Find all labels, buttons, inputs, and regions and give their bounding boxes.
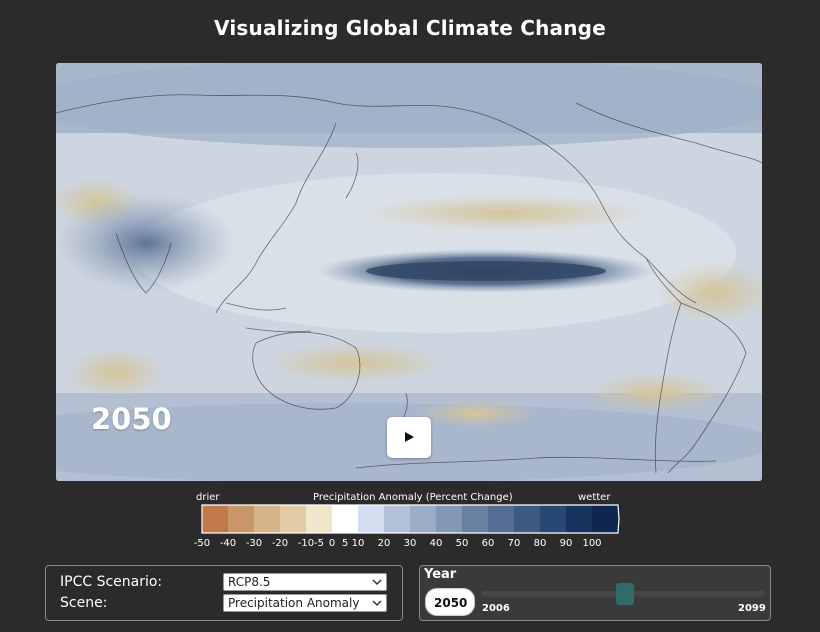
legend-swatch <box>514 505 540 533</box>
legend-swatch <box>228 505 254 533</box>
legend-tick-label: 60 <box>481 538 495 549</box>
scenario-select-value: RCP8.5 <box>228 575 271 589</box>
legend-tick-label: 100 <box>582 538 602 549</box>
legend-swatch <box>280 505 306 533</box>
legend-tick-label: 5 <box>341 538 349 549</box>
year-slider-thumb[interactable] <box>616 583 635 605</box>
legend-tick-label: 10 <box>351 538 365 549</box>
legend-swatch <box>332 505 358 533</box>
legend-tick-label: -20 <box>271 538 289 549</box>
scenario-label: IPCC Scenario: <box>60 574 163 590</box>
legend-title: Precipitation Anomaly (Percent Change) <box>313 492 513 503</box>
legend-tick-label: -10 <box>297 538 315 549</box>
legend-swatch <box>566 505 592 533</box>
legend-tick-label: 50 <box>455 538 469 549</box>
map-year-label: 2050 <box>91 402 172 436</box>
legend-tick-label: -40 <box>219 538 237 549</box>
scene-select-value: Precipitation Anomaly <box>228 596 360 610</box>
legend-tick-label: -50 <box>193 538 211 549</box>
page-title: Visualizing Global Climate Change <box>214 16 606 40</box>
legend-tick-label: 70 <box>507 538 521 549</box>
legend-tick-label: 0 <box>328 538 336 549</box>
year-min-label: 2006 <box>482 603 510 614</box>
chevron-down-icon <box>372 576 382 591</box>
legend-tick-label: 30 <box>403 538 417 549</box>
scene-label: Scene: <box>60 595 108 611</box>
legend-tick-label: 90 <box>559 538 573 549</box>
legend-tick-label: -5 <box>314 538 324 549</box>
scenario-select[interactable]: RCP8.5 <box>223 573 387 591</box>
legend-swatch <box>488 505 514 533</box>
legend-tick-label: -30 <box>245 538 263 549</box>
legend-wetter-label: wetter <box>578 492 611 503</box>
legend-swatch <box>592 505 618 533</box>
legend-tick-label: 20 <box>377 538 391 549</box>
legend-swatch <box>462 505 488 533</box>
year-title: Year <box>424 567 457 582</box>
year-max-label: 2099 <box>738 603 766 614</box>
play-button[interactable] <box>387 417 431 458</box>
year-input[interactable]: 2050 <box>425 588 475 616</box>
legend-swatch <box>540 505 566 533</box>
play-icon <box>403 428 415 447</box>
legend-colorbar <box>201 504 621 534</box>
legend-swatch <box>306 505 332 533</box>
legend-swatch <box>254 505 280 533</box>
legend-tick-label: 40 <box>429 538 443 549</box>
chevron-down-icon <box>372 597 382 612</box>
scene-select[interactable]: Precipitation Anomaly <box>223 594 387 612</box>
legend-swatch <box>384 505 410 533</box>
legend-swatch <box>202 505 228 533</box>
scenario-panel: IPCC Scenario: Scene: RCP8.5 Precipitati… <box>45 565 403 621</box>
legend-swatch <box>410 505 436 533</box>
legend-tick-label: 80 <box>533 538 547 549</box>
legend-swatch <box>358 505 384 533</box>
year-panel: Year 2050 2006 2099 <box>419 565 771 621</box>
legend-drier-label: drier <box>196 492 220 503</box>
legend-swatch <box>436 505 462 533</box>
